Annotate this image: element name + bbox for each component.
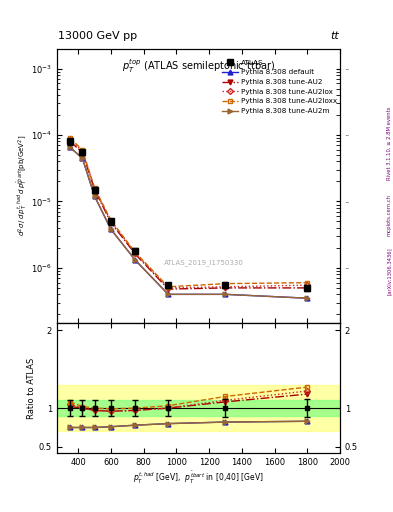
- Text: mcplots.cern.ch: mcplots.cern.ch: [387, 194, 392, 236]
- X-axis label: $p_T^{t,had}$ [GeV],  $p_T^{\bar{t}bar{t}}$ in [0,40] [GeV]: $p_T^{t,had}$ [GeV], $p_T^{\bar{t}bar{t}…: [133, 470, 264, 486]
- Bar: [57, 400, 340, 416]
- Bar: [57, 385, 340, 432]
- Y-axis label: Ratio to ATLAS: Ratio to ATLAS: [27, 357, 36, 418]
- Text: [arXiv:1306.3436]: [arXiv:1306.3436]: [387, 247, 392, 295]
- Text: ATLAS_2019_I1750330: ATLAS_2019_I1750330: [164, 259, 244, 266]
- Text: $p_T^{top}$ (ATLAS semileptonic ttbar): $p_T^{top}$ (ATLAS semileptonic ttbar): [122, 57, 275, 75]
- Text: Rivet 3.1.10, ≥ 2.8M events: Rivet 3.1.10, ≥ 2.8M events: [387, 106, 392, 180]
- Text: 13000 GeV pp: 13000 GeV pp: [58, 31, 137, 41]
- Legend: ATLAS, Pythia 8.308 default, Pythia 8.308 tune-AU2, Pythia 8.308 tune-AU2lox, Py: ATLAS, Pythia 8.308 default, Pythia 8.30…: [219, 57, 340, 117]
- Y-axis label: $d^2\sigma\,/\,d\,p_T^{t,had}\,d\,p_T^{\bar{t}bar{t}}$[pb/GeV$^2$]: $d^2\sigma\,/\,d\,p_T^{t,had}\,d\,p_T^{\…: [16, 135, 29, 236]
- Text: tt: tt: [330, 31, 339, 41]
